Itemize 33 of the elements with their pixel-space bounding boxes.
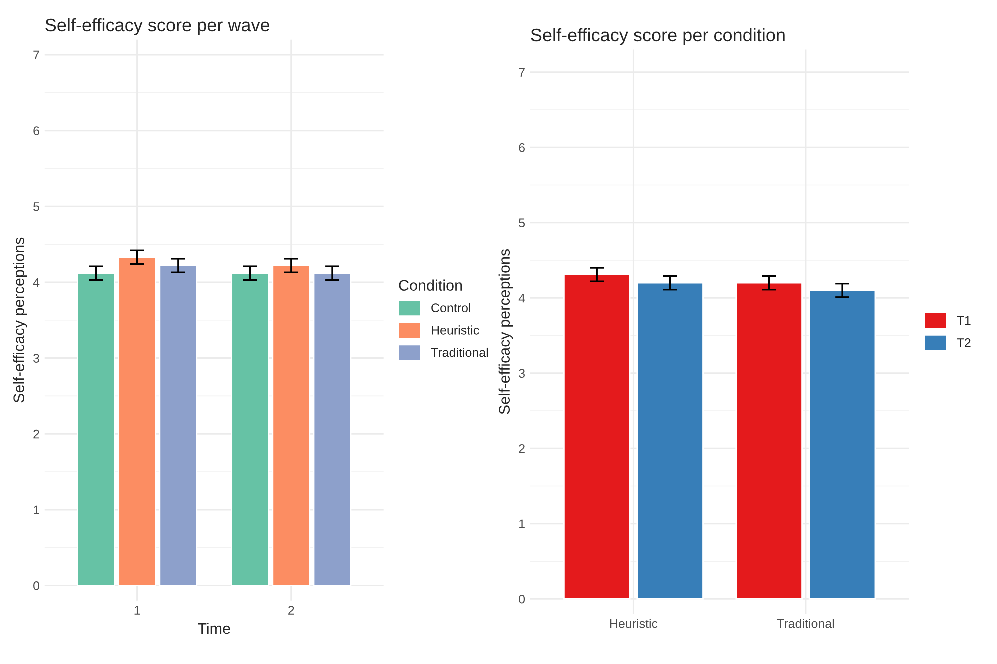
bar: [77, 272, 116, 586]
y-axis-title: Self-efficacy perceptions: [498, 249, 514, 414]
y-tick-label: 5: [34, 202, 40, 212]
y-tick-label: 1: [520, 520, 525, 528]
y-tick-label: 3: [519, 369, 525, 378]
y-tick-label: 6: [34, 126, 40, 136]
bar: [231, 272, 270, 586]
legend-label: T2: [957, 338, 971, 348]
legend-label: Traditional: [431, 348, 488, 358]
x-axis-title: Time: [198, 622, 230, 634]
y-tick-label: 6: [519, 143, 525, 152]
chart-title: Self-efficacy score per condition: [531, 28, 785, 46]
y-axis-title: Self-efficacy perceptions: [13, 238, 28, 403]
chart-title: Self-efficacy score per wave: [46, 18, 270, 36]
bar: [313, 272, 352, 586]
y-tick-label: 0: [519, 594, 526, 604]
y-tick-label: 2: [34, 430, 40, 439]
y-tick-label: 7: [34, 50, 40, 60]
bar: [159, 265, 198, 586]
y-tick-label: 0: [34, 582, 40, 590]
y-tick-label: 4: [518, 294, 526, 303]
legend-label: Control: [432, 303, 470, 313]
y-tick-label: 3: [34, 354, 40, 363]
y-tick-label: 7: [519, 68, 525, 77]
legend-label: Heuristic: [432, 326, 480, 335]
y-tick-label: 2: [519, 444, 525, 454]
bar: [272, 265, 311, 586]
y-tick-label: 4: [33, 278, 40, 287]
bar: [118, 256, 156, 586]
legend-title: Condition: [399, 280, 462, 292]
legend-label: T1: [957, 316, 971, 325]
y-tick-label: 5: [519, 218, 526, 228]
y-tick-label: 1: [34, 506, 40, 514]
